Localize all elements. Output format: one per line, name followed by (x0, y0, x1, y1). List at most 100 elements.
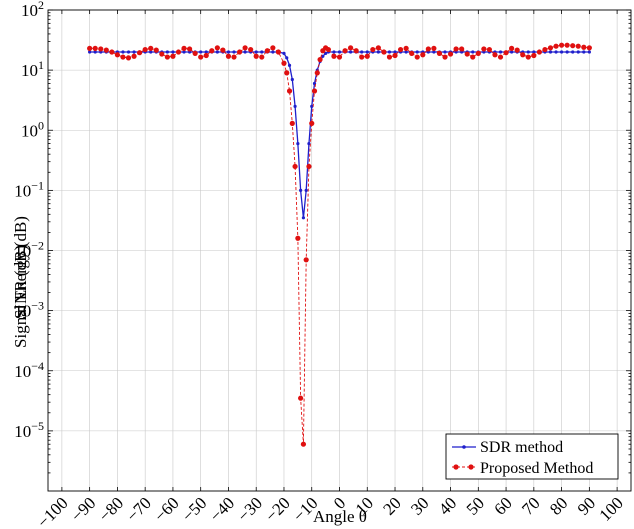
x-tick-label: −100 (33, 493, 71, 529)
data-point-0 (498, 50, 503, 54)
data-point-0 (296, 141, 300, 146)
data-point-1 (553, 43, 559, 49)
data-point-1 (414, 54, 420, 60)
data-point-0 (332, 50, 336, 54)
data-point-0 (199, 50, 203, 54)
data-point-0 (560, 50, 564, 54)
legend-label-sdr: SDR method (480, 439, 563, 456)
data-point-0 (360, 50, 364, 54)
x-tick-label: −50 (178, 493, 210, 525)
data-point-0 (226, 50, 231, 54)
data-point-1 (503, 50, 509, 56)
x-tick-label: −60 (151, 493, 183, 525)
data-point-1 (559, 42, 565, 48)
data-point-1 (164, 54, 170, 60)
data-point-0 (510, 50, 514, 54)
data-point-1 (392, 52, 398, 59)
data-point-0 (349, 50, 353, 54)
data-point-1 (259, 54, 265, 60)
data-point-1 (431, 45, 437, 51)
data-point-1 (453, 46, 459, 52)
data-point-1 (525, 54, 531, 60)
data-point-1 (364, 53, 370, 59)
y-axis-label: Signal Energy (dB) (11, 216, 30, 348)
data-point-1 (300, 441, 307, 447)
legend-marker-sdr (462, 445, 466, 449)
data-point-0 (415, 50, 419, 54)
data-point-1 (497, 54, 504, 60)
legend-marker-proposed-1 (453, 464, 459, 470)
y-tick-label: 10−4 (14, 359, 44, 381)
y-tick-label: 101 (21, 58, 44, 80)
data-point-1 (98, 46, 104, 52)
data-point-1 (481, 46, 487, 52)
data-point-1 (295, 235, 301, 241)
data-point-0 (576, 50, 580, 54)
data-point-1 (359, 54, 365, 60)
data-point-1 (581, 44, 587, 50)
data-point-0 (554, 50, 558, 54)
data-point-1 (225, 53, 232, 59)
data-point-0 (287, 63, 292, 67)
x-tick-label: 50 (463, 493, 488, 518)
data-point-1 (381, 49, 387, 55)
data-point-0 (204, 50, 208, 54)
data-point-1 (137, 50, 143, 56)
data-point-0 (304, 188, 308, 192)
data-point-1 (87, 45, 93, 51)
data-point-1 (536, 49, 542, 55)
data-point-0 (293, 104, 297, 108)
data-point-1 (298, 395, 304, 401)
data-point-1 (311, 88, 318, 94)
data-point-1 (253, 53, 259, 59)
data-point-1 (286, 88, 293, 94)
data-point-1 (459, 46, 465, 52)
data-point-1 (159, 51, 165, 57)
data-point-1 (314, 70, 320, 76)
data-point-1 (492, 52, 498, 58)
data-point-0 (587, 50, 591, 54)
data-point-0 (337, 50, 342, 54)
data-point-1 (547, 45, 554, 51)
data-point-0 (404, 50, 408, 54)
data-point-1 (317, 56, 323, 63)
x-tick-label: 20 (379, 493, 404, 518)
data-point-1 (325, 46, 331, 53)
data-point-0 (393, 50, 397, 54)
data-point-1 (142, 46, 148, 53)
data-point-1 (148, 45, 154, 51)
data-point-1 (470, 54, 476, 60)
data-point-1 (386, 54, 393, 60)
x-tick-label: −80 (95, 493, 127, 525)
data-point-1 (575, 43, 581, 49)
data-point-1 (403, 45, 409, 51)
x-tick-label: −90 (67, 493, 99, 525)
data-point-1 (242, 45, 248, 51)
data-point-1 (131, 53, 137, 59)
data-point-0 (93, 50, 97, 54)
legend-marker-proposed-2 (468, 464, 474, 470)
data-point-1 (514, 47, 520, 53)
data-point-1 (397, 46, 404, 53)
data-point-0 (310, 104, 314, 108)
x-tick-label: 90 (574, 493, 599, 518)
data-point-0 (526, 50, 530, 54)
data-point-0 (243, 50, 247, 54)
x-tick-label: −40 (206, 493, 238, 525)
data-point-0 (571, 50, 575, 54)
data-point-0 (149, 50, 153, 54)
data-point-1 (564, 42, 570, 48)
data-point-0 (171, 50, 175, 54)
data-point-0 (301, 216, 306, 220)
data-point-1 (509, 45, 515, 51)
data-point-0 (387, 50, 392, 54)
data-point-0 (324, 51, 328, 55)
x-tick-label: 40 (435, 493, 460, 518)
x-tick-label: −30 (234, 493, 266, 525)
x-tick-label: 30 (407, 493, 432, 518)
data-point-1 (92, 45, 98, 51)
data-point-1 (475, 50, 481, 56)
x-tick-label: 60 (490, 493, 515, 518)
data-point-0 (376, 50, 380, 54)
data-point-0 (282, 51, 286, 55)
